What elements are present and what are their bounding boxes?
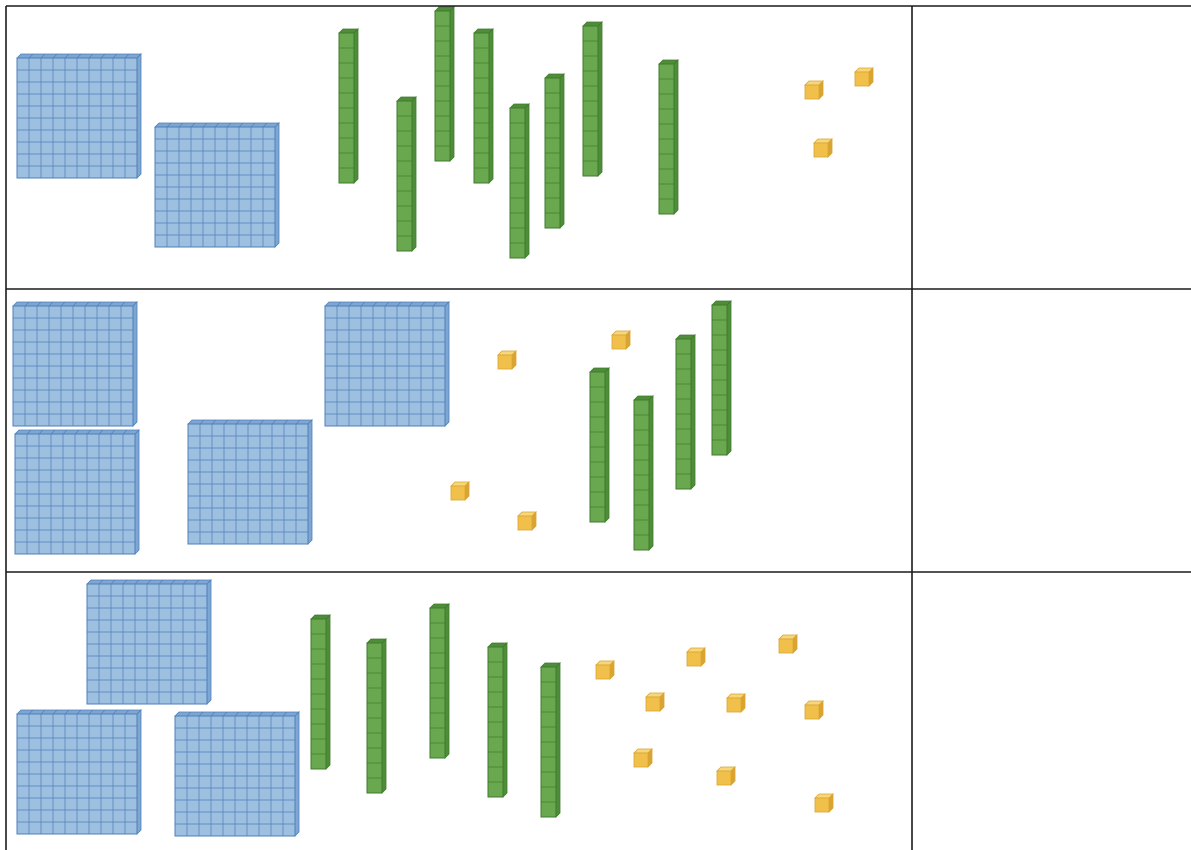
unit-cube-block bbox=[726, 693, 746, 713]
ten-rod-block bbox=[509, 103, 530, 259]
blocks-cell-row-1 bbox=[16, 6, 874, 259]
ten-rod-block bbox=[487, 642, 508, 798]
hundred-flat-block bbox=[14, 429, 140, 555]
blocks-cell-row-2 bbox=[12, 300, 732, 555]
unit-cube-block bbox=[804, 700, 824, 720]
unit-cube-block bbox=[595, 660, 615, 680]
unit-cube-block bbox=[854, 67, 874, 87]
ten-rod-block bbox=[429, 603, 450, 759]
unit-cube-block bbox=[645, 692, 665, 712]
hundred-flat-block bbox=[154, 122, 280, 248]
unit-cube-block bbox=[450, 481, 470, 501]
ten-rod-block bbox=[310, 614, 331, 770]
table-grid bbox=[5, 5, 1191, 850]
hundred-flat-block bbox=[174, 711, 300, 837]
blocks-cell-row-3 bbox=[16, 579, 834, 837]
unit-cube-block bbox=[517, 511, 537, 531]
unit-cube-block bbox=[497, 350, 517, 370]
unit-cube-block bbox=[686, 647, 706, 667]
ten-rod-block bbox=[589, 367, 610, 523]
ten-rod-block bbox=[544, 73, 565, 229]
hundred-flat-block bbox=[16, 53, 142, 179]
unit-cube-block bbox=[778, 634, 798, 654]
ten-rod-block bbox=[540, 662, 561, 818]
ten-rod-block bbox=[658, 59, 679, 215]
ten-rod-block bbox=[675, 334, 696, 490]
ten-rod-block bbox=[434, 6, 455, 162]
unit-cube-block bbox=[813, 138, 833, 158]
hundred-flat-block bbox=[16, 709, 142, 835]
unit-cube-block bbox=[814, 793, 834, 813]
hundred-flat-block bbox=[187, 419, 313, 545]
unit-cube-block bbox=[633, 748, 653, 768]
unit-cube-block bbox=[804, 80, 824, 100]
hundred-flat-block bbox=[86, 579, 212, 705]
unit-cube-block bbox=[611, 330, 631, 350]
unit-cube-block bbox=[716, 766, 736, 786]
ten-rod-block bbox=[473, 28, 494, 184]
ten-rod-block bbox=[711, 300, 732, 456]
ten-rod-block bbox=[366, 638, 387, 794]
ten-rod-block bbox=[338, 28, 359, 184]
hundred-flat-block bbox=[12, 301, 138, 427]
hundred-flat-block bbox=[324, 301, 450, 427]
ten-rod-block bbox=[396, 96, 417, 252]
ten-rod-block bbox=[633, 395, 654, 551]
ten-rod-block bbox=[582, 21, 603, 177]
